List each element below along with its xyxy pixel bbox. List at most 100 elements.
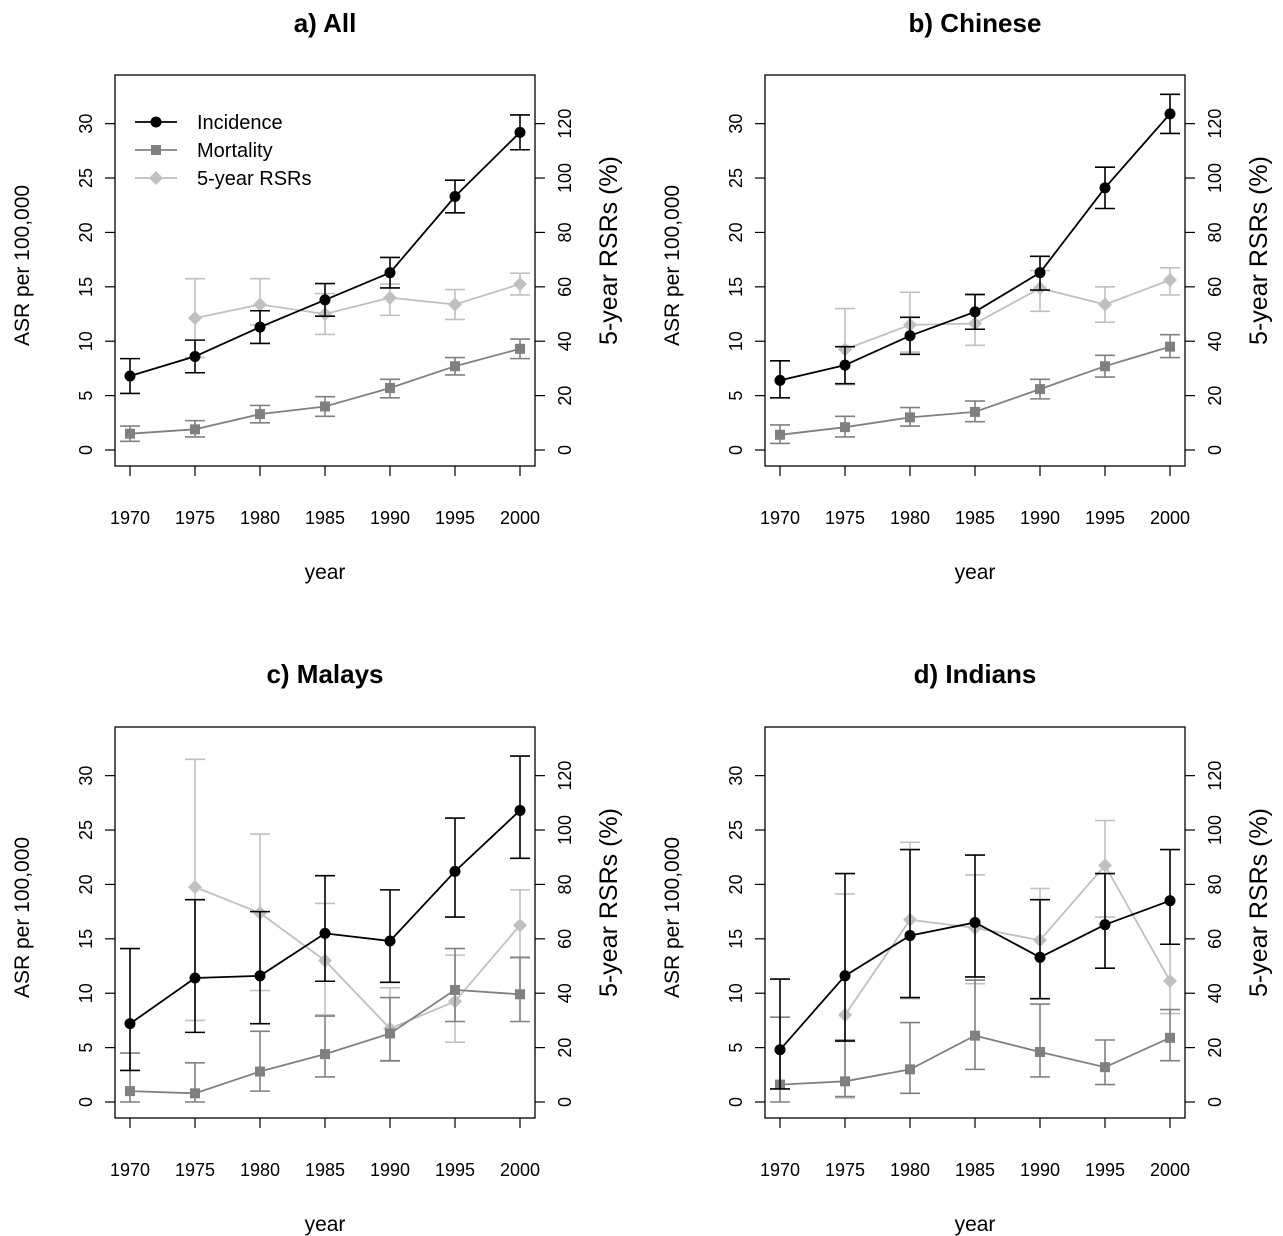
data-point [904,930,916,942]
data-point [1034,951,1046,963]
y2-tick-label: 60 [1205,929,1225,949]
y-tick-label: 20 [76,874,96,894]
legend-item: 5-year RSRs [135,168,311,190]
x-tick-label: 1995 [435,508,475,528]
y-tick-label: 15 [76,929,96,949]
legend: Incidence Mortality 5-year RSRs [135,112,311,190]
y-tick-label: 10 [76,983,96,1003]
y2-tick-label: 100 [1205,815,1225,845]
series-line [194,886,521,1030]
x-tick-label: 1980 [890,508,930,528]
x-tick-label: 1990 [1020,508,1060,528]
data-point [385,1028,395,1039]
x-tick-label: 2000 [1150,1160,1190,1180]
x-tick-label: 1975 [175,508,215,528]
x-tick-label: 1970 [760,508,800,528]
legend-label: 5-year RSRs [197,168,311,190]
y-tick-label: 20 [726,222,746,242]
y2-tick-label: 60 [555,277,575,297]
series-mortality [770,979,1180,1103]
data-point [125,428,135,439]
data-point [969,306,981,318]
data-point [189,972,201,984]
data-point [513,277,527,292]
y2-tick-label: 80 [555,222,575,242]
legend-item: Mortality [135,140,273,162]
x-tick-label: 1970 [760,1160,800,1180]
series-mortality [120,338,530,443]
x-tick-label: 1985 [955,508,995,528]
data-point [905,1064,915,1075]
x-axis-label: year [305,561,346,584]
y-tick-label: 25 [726,820,746,840]
x-tick-label: 1980 [890,1160,930,1180]
y2-tick-label: 100 [1205,163,1225,193]
x-tick-label: 1980 [240,1160,280,1180]
data-point [254,970,266,982]
series-incidence [770,848,1180,1090]
data-point [190,1088,200,1099]
y-axis-label: ASR per 100,000 [11,185,34,346]
panel-all: a) All 1970 1975 1980 1985 1990 1995 2000 year 0 5… [11,8,623,584]
y2-tick-label: 40 [555,983,575,1003]
data-point [514,804,526,816]
data-point [904,330,916,342]
y2-tick-label: 80 [1205,222,1225,242]
y2-tick-label: 80 [1205,874,1225,894]
x-tick-label: 1995 [1085,1160,1125,1180]
data-point [840,422,850,433]
y-tick-label: 0 [76,445,96,455]
chart-title: b) Chinese [909,8,1042,38]
data-point [970,406,980,417]
x-tick-label: 2000 [500,508,540,528]
data-point [188,880,202,895]
y-tick-label: 10 [76,331,96,351]
x-tick-label: 2000 [500,1160,540,1180]
data-point [840,1076,850,1087]
data-point [124,1018,136,1030]
y2-tick-label: 120 [555,109,575,139]
y-tick-label: 15 [726,929,746,949]
y2-tick-label: 20 [555,1038,575,1058]
y-tick-label: 10 [726,331,746,351]
data-point [839,970,851,982]
y2-tick-label: 80 [555,874,575,894]
data-point [448,297,462,312]
x-tick-label: 1985 [305,508,345,528]
y2-tick-label: 0 [555,445,575,455]
y2-axis-label: 5-year RSRs (%) [1245,156,1273,345]
y-axis-label: ASR per 100,000 [661,185,684,346]
chart-title: a) All [294,8,357,38]
x-tick-label: 1995 [1085,508,1125,528]
y2-tick-label: 0 [555,1097,575,1107]
y2-tick-label: 20 [555,386,575,406]
x-tick-label: 1970 [110,508,150,528]
data-point [775,429,785,440]
data-point [1100,1062,1110,1073]
data-point [1164,895,1176,907]
data-point [319,294,331,306]
data-point [254,321,266,333]
data-point [513,918,527,933]
y2-tick-label: 100 [555,163,575,193]
x-tick-label: 1970 [110,1160,150,1180]
data-point [1100,361,1110,372]
data-point [188,311,202,326]
series-line [844,279,1171,351]
data-point [1035,1046,1045,1057]
data-point [449,191,461,203]
legend-marker [150,116,162,128]
y-tick-label: 30 [726,114,746,134]
y2-tick-label: 20 [1205,1038,1225,1058]
y2-tick-label: 60 [1205,277,1225,297]
chart-title: c) Malays [266,659,383,689]
series-mortality [770,333,1180,445]
y-tick-label: 20 [726,874,746,894]
y-tick-label: 15 [726,277,746,297]
y2-axis-label: 5-year RSRs (%) [595,156,623,345]
x-axis-label: year [955,561,996,584]
y-tick-label: 5 [726,1043,746,1053]
data-point [320,401,330,412]
